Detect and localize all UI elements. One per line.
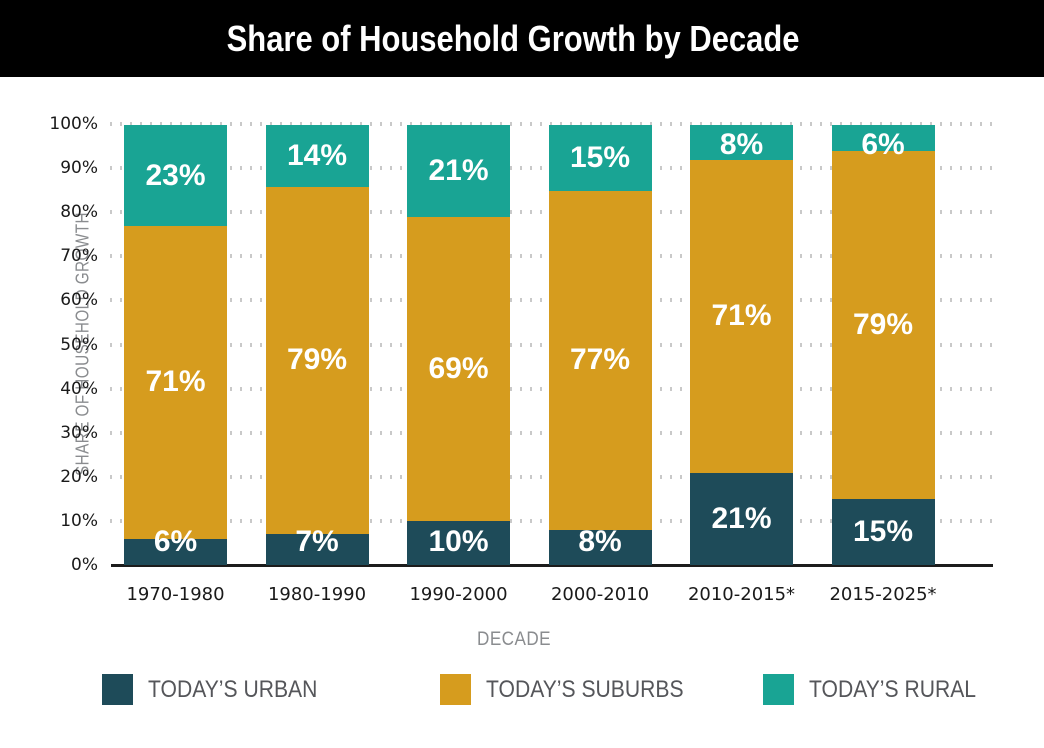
plot-area: 6% 71% 23% 7% 79% 14% 10% 69% 21% 8% 77% 15% 21% 71% 8… bbox=[110, 122, 993, 565]
bar-value-label-urban-1990-2000: 10% bbox=[428, 525, 489, 558]
bar-value-label-urban-2000-2010: 8% bbox=[578, 525, 622, 558]
y-tick-label-100: 100% bbox=[49, 114, 98, 134]
bar-segment-rural-1990-2000 bbox=[407, 125, 510, 218]
bar-value-label-urban-1970-1980: 6% bbox=[153, 525, 198, 558]
x-axis-line bbox=[111, 564, 993, 567]
bar-value-label-urban-2010-2015*: 21% bbox=[711, 501, 772, 535]
bar-segment-suburbs-1970-1980 bbox=[124, 226, 227, 539]
bar-value-label-rural-1990-2000: 21% bbox=[428, 154, 489, 188]
bar-value-label-suburbs-1980-1990: 79% bbox=[286, 343, 348, 377]
chart-title: Share of Household Growth by Decade bbox=[226, 17, 800, 59]
title-banner: Share of Household Growth by Decade bbox=[0, 0, 1044, 77]
x-tick-label-1980-1990: 1980-1990 bbox=[267, 584, 367, 605]
bar-segment-suburbs-2010-2015* bbox=[690, 160, 793, 473]
y-tick-label-80: 80% bbox=[60, 202, 98, 223]
bar-value-label-suburbs-2010-2015*: 71% bbox=[711, 299, 772, 333]
bar-segment-urban-1990-2000 bbox=[407, 521, 510, 565]
bar-segment-suburbs-2000-2010 bbox=[548, 191, 652, 530]
legend-item-rural: TODAY’S RURAL bbox=[763, 674, 999, 705]
x-axis-title: DECADE bbox=[477, 629, 551, 650]
y-tick-label-90: 90% bbox=[60, 158, 98, 179]
bar-1970-1980: 6% 71% 23% bbox=[124, 125, 227, 565]
y-tick-label-40: 40% bbox=[60, 378, 98, 399]
legend-label-suburbs: TODAY’S SUBURBS bbox=[486, 675, 684, 703]
bar-segment-urban-2000-2010 bbox=[548, 529, 652, 565]
bar-segment-urban-1980-1990 bbox=[265, 534, 369, 565]
bar-segment-rural-1970-1980 bbox=[124, 125, 227, 227]
bar-value-label-suburbs-2015-2025*: 79% bbox=[852, 308, 914, 342]
y-tick-label-30: 30% bbox=[60, 422, 98, 443]
x-tick-label-2010-2015*: 2010-2015* bbox=[687, 584, 796, 605]
bar-segment-urban-2010-2015* bbox=[690, 472, 793, 565]
y-tick-label-20: 20% bbox=[60, 466, 98, 487]
bar-segment-urban-1970-1980 bbox=[124, 538, 227, 565]
legend-swatch-suburbs-icon bbox=[440, 674, 471, 705]
legend-swatch-urban-icon bbox=[102, 674, 133, 705]
y-tick-label-50: 50% bbox=[60, 334, 98, 355]
legend: TODAY’S URBAN TODAY’S SUBURBS TODAY’S RU… bbox=[0, 674, 1044, 706]
bar-segment-suburbs-1990-2000 bbox=[407, 217, 510, 521]
bar-2000-2010: 8% 77% 15% bbox=[548, 125, 652, 565]
bar-value-label-rural-2000-2010: 15% bbox=[569, 141, 631, 174]
x-tick-label-2000-2010: 2000-2010 bbox=[550, 584, 650, 605]
legend-label-rural: TODAY’S RURAL bbox=[809, 675, 977, 703]
bar-segment-rural-1980-1990 bbox=[265, 125, 369, 187]
y-tick-label-70: 70% bbox=[60, 246, 98, 267]
bar-2015-2025*: 15% 79% 6% bbox=[831, 125, 935, 565]
bar-value-label-rural-2015-2025*: 6% bbox=[861, 127, 905, 161]
bar-segment-suburbs-1980-1990 bbox=[265, 186, 369, 535]
bar-value-label-urban-2015-2025*: 15% bbox=[852, 515, 914, 548]
y-tick-label-60: 60% bbox=[60, 290, 98, 311]
bar-1990-2000: 10% 69% 21% bbox=[407, 125, 510, 565]
legend-item-urban: TODAY’S URBAN bbox=[102, 674, 340, 705]
bar-1980-1990: 7% 79% 14% bbox=[265, 125, 369, 565]
y-tick-label-10: 10% bbox=[60, 510, 98, 531]
bar-value-label-urban-1980-1990: 7% bbox=[295, 525, 339, 558]
x-tick-label-1990-2000: 1990-2000 bbox=[409, 584, 508, 605]
bar-value-label-suburbs-1990-2000: 69% bbox=[428, 352, 489, 386]
bar-value-label-suburbs-2000-2010: 77% bbox=[569, 343, 631, 377]
y-tick-label-0: 0% bbox=[71, 555, 98, 575]
bar-value-label-suburbs-1970-1980: 71% bbox=[145, 365, 206, 399]
bar-2010-2015*: 21% 71% 8% bbox=[690, 125, 793, 565]
x-tick-label-2015-2025*: 2015-2025* bbox=[829, 584, 937, 605]
gridline-100 bbox=[110, 122, 993, 126]
legend-swatch-rural-icon bbox=[763, 674, 794, 705]
legend-item-suburbs: TODAY’S SUBURBS bbox=[440, 674, 711, 705]
bar-value-label-rural-2010-2015*: 8% bbox=[719, 127, 764, 161]
bar-value-label-rural-1970-1980: 23% bbox=[145, 158, 206, 192]
bar-value-label-rural-1980-1990: 14% bbox=[286, 138, 348, 172]
bar-segment-suburbs-2015-2025* bbox=[831, 151, 935, 499]
x-tick-label-1970-1980: 1970-1980 bbox=[126, 584, 225, 605]
bar-segment-rural-2010-2015* bbox=[690, 125, 793, 161]
bar-segment-rural-2000-2010 bbox=[548, 125, 652, 191]
legend-label-urban: TODAY’S URBAN bbox=[148, 675, 318, 703]
bar-segment-urban-2015-2025* bbox=[831, 499, 935, 565]
bar-segment-rural-2015-2025* bbox=[831, 125, 935, 152]
